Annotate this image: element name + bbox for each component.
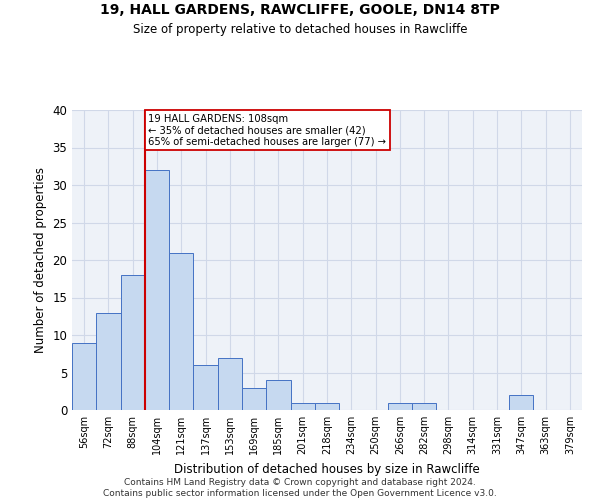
Text: 19 HALL GARDENS: 108sqm
← 35% of detached houses are smaller (42)
65% of semi-de: 19 HALL GARDENS: 108sqm ← 35% of detache… (149, 114, 386, 147)
Bar (412, 402, 436, 410)
Bar (72, 342, 96, 410)
Y-axis label: Number of detached properties: Number of detached properties (34, 167, 47, 353)
X-axis label: Distribution of detached houses by size in Rawcliffe: Distribution of detached houses by size … (174, 462, 480, 475)
Bar (169, 252, 193, 410)
Text: Size of property relative to detached houses in Rawcliffe: Size of property relative to detached ho… (133, 22, 467, 36)
Bar (121, 275, 145, 410)
Bar (388, 402, 412, 410)
Bar (290, 402, 315, 410)
Bar (242, 388, 266, 410)
Bar (315, 402, 339, 410)
Text: 19, HALL GARDENS, RAWCLIFFE, GOOLE, DN14 8TP: 19, HALL GARDENS, RAWCLIFFE, GOOLE, DN14… (100, 2, 500, 16)
Bar (509, 395, 533, 410)
Bar (193, 365, 218, 410)
Bar (145, 170, 169, 410)
Bar (96, 312, 121, 410)
Bar (266, 380, 290, 410)
Text: Contains HM Land Registry data © Crown copyright and database right 2024.
Contai: Contains HM Land Registry data © Crown c… (103, 478, 497, 498)
Bar (218, 358, 242, 410)
